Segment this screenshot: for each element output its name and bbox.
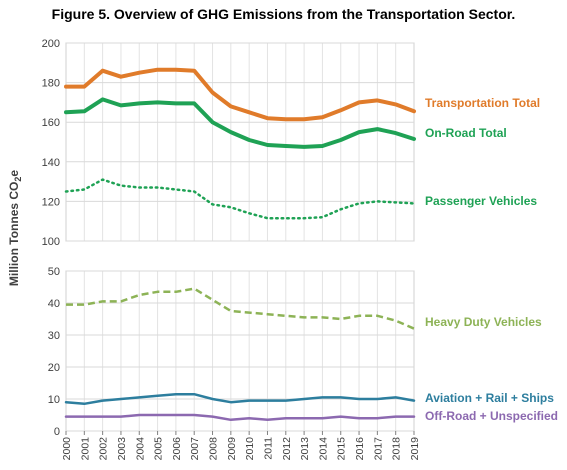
series-label: Transportation Total: [425, 96, 540, 110]
y-tick-label: 100: [42, 236, 60, 248]
y-tick-label: 140: [42, 157, 60, 169]
x-tick-label: 2011: [262, 437, 274, 460]
series-line-on-road-total: [64, 97, 416, 149]
y-tick-label: 30: [48, 330, 60, 342]
x-tick-label: 2008: [208, 437, 220, 461]
x-tick-label: 2003: [116, 437, 128, 461]
series-labels: Transportation Total On-Road Total Passeng…: [425, 96, 558, 423]
x-tick-label: 2009: [226, 437, 238, 461]
x-tick-label: 2014: [317, 437, 329, 461]
x-tick-label: 2002: [98, 437, 110, 461]
x-tick-label: 2012: [281, 437, 293, 461]
series-line-passenger-vehicles: [64, 178, 416, 220]
x-tick-label: 2005: [153, 437, 165, 461]
x-tick-label: 2010: [244, 437, 256, 461]
x-tick-label: 2004: [134, 437, 146, 461]
series-label: Off-Road + Unspecified: [425, 409, 558, 423]
plot-area: [65, 270, 415, 432]
y-tick-label: 120: [42, 196, 60, 208]
y-tick-label: 20: [48, 362, 60, 374]
x-tick-label: 2013: [299, 437, 311, 461]
y-tick-label: 40: [48, 298, 60, 310]
series-label: Heavy Duty Vehicles: [425, 315, 542, 329]
series-line-heavy-duty-vehicles: [66, 287, 415, 330]
top-panel: 100 120 140 160 180 200: [42, 38, 416, 248]
series-label: Passenger Vehicles: [425, 194, 537, 208]
x-tick-label: 2001: [79, 437, 91, 461]
figure-title: Figure 5. Overview of GHG Emissions from…: [51, 6, 516, 22]
y-tick-label: 180: [42, 78, 60, 90]
y-axis-label: Million Tonnes CO2e: [7, 170, 23, 286]
series-label: Aviation + Rail + Ships: [425, 391, 554, 405]
x-axis: 2000 2001 2002 2003 2004 2005 2006 2007 2008 2009…: [61, 431, 421, 460]
x-tick-label: 2006: [171, 437, 183, 461]
x-tick-label: 2018: [391, 437, 403, 461]
x-tick-label: 2015: [336, 437, 348, 461]
series-label: On-Road Total: [425, 126, 507, 140]
x-tick-label: 2016: [354, 437, 366, 461]
series-line-off-road-unspecified: [64, 413, 416, 422]
x-tick-label: 2007: [189, 437, 201, 461]
x-tick-label: 2019: [409, 437, 421, 461]
y-tick-label: 200: [42, 38, 60, 50]
y-tick-label: 50: [48, 266, 60, 278]
y-tick-label: 160: [42, 117, 60, 129]
y-tick-label: 10: [48, 394, 60, 406]
bottom-panel: 0 10 20 30 40 50: [48, 266, 416, 438]
series-line-transportation-total: [64, 67, 416, 122]
svg-text:Million Tonnes CO2e: Million Tonnes CO2e: [7, 170, 23, 286]
x-tick-label: 2000: [61, 437, 73, 461]
x-tick-label: 2017: [372, 437, 384, 461]
series-line-aviation-rail-ships: [64, 392, 416, 406]
y-tick-label: 0: [54, 426, 60, 438]
